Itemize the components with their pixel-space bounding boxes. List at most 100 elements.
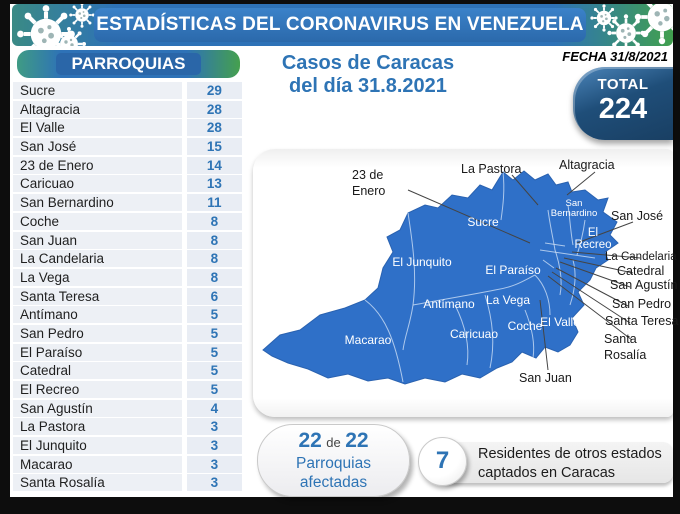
affected-label-line2: afectadas [299, 474, 368, 491]
map-callout-23-de-enero: 23 de Enero [352, 168, 386, 198]
parish-count-cell: 8 [186, 250, 242, 268]
parish-name-cell: San Pedro [13, 324, 182, 342]
parish-count-cell: 4 [186, 399, 242, 417]
parish-name-cell: 23 de Enero [13, 156, 182, 174]
map-callout-santa-rosalia: Santa Rosalía [604, 332, 647, 362]
parish-name-cell: San Juan [13, 231, 182, 249]
parish-count-cell: 5 [186, 362, 242, 380]
table-row: El Paraíso 5 [13, 343, 242, 361]
parish-name-cell: El Junquito [13, 437, 182, 455]
table-row: Macarao 3 [13, 455, 242, 473]
map-label-san-bernardino: San Bernardino [550, 198, 598, 219]
table-row: Santa Teresa 6 [13, 287, 242, 305]
parish-count-cell: 5 [186, 381, 242, 398]
map-callout-san-pedro: San Pedro [612, 297, 672, 311]
subtitle: Casos de Caracas del día 31.8.2021 [262, 52, 474, 98]
header-title-box: ESTADÍSTICAS DEL CORONAVIRUS EN VENEZUEL… [94, 8, 586, 42]
map-label-el-junquito: El Junquito [392, 255, 452, 269]
map-label-el-paraiso: El Paraíso [485, 263, 541, 277]
parish-count-cell: 15 [186, 138, 242, 156]
parish-name-cell: El Valle [13, 119, 182, 137]
parish-count-cell: 6 [186, 287, 242, 305]
map-label-sucre: Sucre [467, 215, 499, 229]
table-row: 23 de Enero 14 [13, 156, 242, 174]
map-callout-altagracia: Altagracia [559, 158, 615, 172]
parish-name-cell: Santa Teresa [13, 287, 182, 305]
parish-name-cell: San Agustín [13, 399, 182, 417]
table-row: La Candelaria 8 [13, 250, 242, 268]
parish-name-cell: La Candelaria [13, 250, 182, 268]
affected-total: 22 [345, 429, 369, 452]
other-states-count-badge: 7 [418, 437, 467, 486]
other-states-line1: Residentes de otros estados [478, 446, 662, 462]
table-row: San Pedro 5 [13, 324, 242, 342]
total-label: TOTAL [597, 76, 649, 93]
leader-lines [407, 171, 641, 371]
table-row: Santa Rosalía 3 [13, 474, 242, 492]
page-title: ESTADÍSTICAS DEL CORONAVIRUS EN VENEZUEL… [96, 14, 584, 35]
parish-count-cell: 29 [186, 82, 242, 99]
parish-name-cell: Caricuao [13, 175, 182, 193]
map-label-macarao: Macarao [344, 333, 392, 347]
parish-name-cell: Antímano [13, 306, 182, 324]
map-callout-catedral: Catedral [617, 264, 665, 278]
parish-count-cell: 3 [186, 437, 242, 455]
affected-label-line1: Parroquias [296, 455, 371, 472]
table-row: Catedral 5 [13, 362, 242, 380]
parish-name-cell: La Vega [13, 268, 182, 286]
parish-count-cell: 11 [186, 194, 242, 212]
subtitle-line1: Casos de Caracas [281, 52, 455, 74]
total-value: 224 [598, 93, 648, 125]
parish-count-cell: 8 [186, 212, 242, 230]
map-label-la-vega: La Vega [485, 293, 531, 307]
table-row: La Vega 8 [13, 268, 242, 286]
table-row: Caricuao 13 [13, 175, 242, 193]
affected-count-line: 22 de 22 [258, 430, 409, 454]
parish-count-cell: 8 [186, 231, 242, 249]
map-callout-san-juan: San Juan [519, 371, 572, 385]
parish-name-cell: El Paraíso [13, 343, 182, 361]
affected-connector: de [326, 435, 341, 450]
table-row: San José 15 [13, 138, 242, 156]
parish-name-cell: Macarao [13, 455, 182, 473]
header-band: ESTADÍSTICAS DEL CORONAVIRUS EN VENEZUEL… [12, 4, 673, 46]
parish-count-cell: 13 [186, 175, 242, 193]
map-label-caricuao: Caricuao [449, 327, 499, 341]
parish-name-cell: San José [13, 138, 182, 156]
parish-count-cell: 5 [186, 324, 242, 342]
map-silhouette [262, 170, 619, 385]
parish-table: Sucre 29 Altagracia 28 El Valle 28 San José… [13, 82, 242, 492]
table-row: El Valle 28 [13, 119, 242, 137]
other-states-line2: captados en Caracas [478, 465, 616, 481]
table-row: Sucre 29 [13, 82, 242, 99]
map-callout-la-candelaria: La Candelaria [605, 251, 677, 263]
affected-parishes-badge: 22 de 22 Parroquias afectadas [257, 424, 410, 497]
map-label-antimano: Antímano [423, 297, 475, 311]
parish-count-cell: 5 [186, 306, 242, 324]
parish-name-cell: El Recreo [13, 381, 182, 398]
parish-count-cell: 5 [186, 343, 242, 361]
parish-count-cell: 3 [186, 455, 242, 473]
map-label-coche: Coche [507, 319, 543, 333]
map-label-el-valle: El Valle [540, 315, 580, 329]
parish-borders [364, 171, 596, 383]
table-row: El Recreo 5 [13, 381, 242, 398]
table-row: Coche 8 [13, 212, 242, 230]
table-header-label: PARROQUIAS [55, 53, 202, 75]
table-row: Antímano 5 [13, 306, 242, 324]
map-callout-la-pastora: La Pastora [461, 162, 522, 176]
parish-name-cell: Altagracia [13, 100, 182, 118]
table-row: San Agustín 4 [13, 399, 242, 417]
table-row: San Bernardino 11 [13, 194, 242, 212]
table-header: PARROQUIAS [17, 50, 240, 78]
subtitle-line2: del día 31.8.2021 [289, 75, 447, 97]
map-callout-san-agustin: San Agustín [610, 278, 678, 292]
parish-count-cell: 8 [186, 268, 242, 286]
table-row: San Juan 8 [13, 231, 242, 249]
map-label-el-recreo: El Recreo [574, 227, 612, 251]
parish-name-cell: San Bernardino [13, 194, 182, 212]
parish-name-cell: Coche [13, 212, 182, 230]
date-label: FECHA 31/8/2021 [562, 49, 668, 64]
table-row: Altagracia 28 [13, 100, 242, 118]
